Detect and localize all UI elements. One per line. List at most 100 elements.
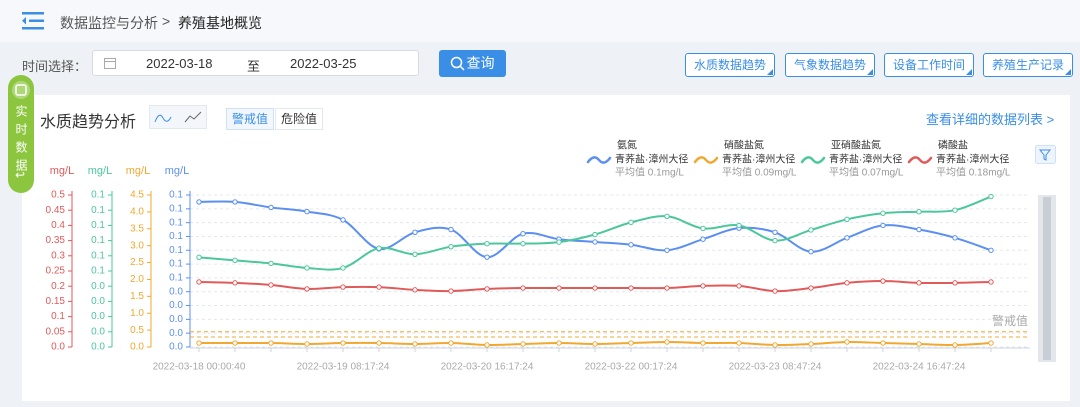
data-point — [916, 280, 922, 286]
range-separator: 至 — [247, 59, 261, 74]
date-range[interactable] — [92, 50, 419, 76]
tab-button[interactable]: 气象数据趋势 — [785, 53, 875, 77]
data-point — [808, 248, 814, 255]
data-point — [304, 208, 310, 215]
y-tick-label: 0.5 — [51, 190, 65, 201]
legend-site: 青荞盐·漳州大径 — [936, 153, 1009, 166]
data-point — [628, 219, 634, 226]
data-point — [916, 209, 922, 215]
y-tick-label: 0.1 — [169, 231, 183, 242]
toggle-button[interactable]: 危险值 — [275, 108, 324, 130]
top-bar — [0, 0, 1080, 42]
data-point — [952, 342, 958, 348]
data-point — [844, 235, 850, 241]
tab-button[interactable]: 水质数据趋势 — [685, 53, 775, 77]
breadcrumb-separator: > — [162, 13, 171, 29]
y-tick-label: 0.0 — [169, 314, 183, 325]
data-point — [700, 236, 706, 242]
y-tick-label: 0.1 — [91, 250, 105, 261]
filter-label: 时间选择： — [22, 59, 88, 74]
data-point — [268, 260, 274, 267]
data-point — [988, 247, 994, 253]
data-point — [988, 279, 994, 285]
x-tick-label: 2022-03-22 00:17:24 — [585, 362, 678, 373]
data-point — [628, 285, 634, 291]
breadcrumb-item[interactable]: 数据监控与分析 — [60, 15, 158, 31]
data-point — [880, 278, 886, 284]
data-point — [484, 342, 490, 348]
y-tick-label: 4.0 — [130, 207, 144, 218]
menu-icon[interactable] — [22, 12, 44, 30]
data-point — [484, 254, 490, 260]
data-point — [988, 193, 994, 200]
legend-site: 青荞盐·漳州大径 — [615, 153, 688, 166]
data-point — [340, 340, 346, 346]
x-tick-label: 2022-03-24 16:47:24 — [873, 362, 966, 373]
data-point — [484, 240, 490, 247]
side-tab-arrow: ↩ — [15, 168, 26, 182]
data-point — [520, 240, 526, 247]
y-tick-label: 0.3 — [51, 250, 65, 261]
y-tick-label: 0.2 — [51, 281, 65, 292]
data-point — [232, 340, 238, 346]
data-point — [268, 204, 274, 211]
side-tab-icon — [12, 81, 30, 99]
filter-icon[interactable] — [1035, 145, 1056, 164]
zoom-handle[interactable] — [1043, 197, 1051, 360]
data-point — [844, 216, 850, 223]
data-point — [196, 279, 202, 285]
toggle-button[interactable]: 警戒值 — [226, 108, 275, 130]
axis-unit: mg/L — [88, 165, 112, 177]
detail-link[interactable]: 查看详细的数据列表 > — [926, 112, 1055, 127]
chart-panel — [22, 95, 1070, 401]
data-point — [628, 242, 634, 248]
y-tick-label: 0.0 — [169, 300, 183, 311]
data-point — [556, 239, 562, 245]
data-point — [916, 341, 922, 347]
end-date[interactable]: 2022-03-25 — [290, 56, 357, 71]
data-point — [772, 237, 778, 244]
y-tick-label: 0.1 — [169, 245, 183, 256]
chart-type-switch[interactable] — [149, 105, 207, 129]
legend-site: 青荞盐·漳州大径 — [722, 153, 795, 166]
y-tick-label: 0.0 — [130, 342, 144, 353]
data-point — [952, 207, 958, 213]
data-point — [340, 284, 346, 290]
tab-button[interactable]: 设备工作时间 — [884, 53, 974, 77]
warning-label: 警戒值 — [992, 313, 1028, 328]
y-tick-label: 0.0 — [169, 286, 183, 297]
data-point — [880, 340, 886, 346]
legend-swatch — [800, 156, 826, 164]
start-date[interactable]: 2022-03-18 — [146, 56, 213, 71]
y-tick-label: 0.35 — [46, 235, 66, 246]
legend-name: 硝酸盐氮 — [724, 139, 764, 152]
data-point — [556, 285, 562, 291]
detail-link-text[interactable]: 查看详细的数据列表 — [926, 112, 1044, 127]
data-point — [448, 243, 454, 250]
data-point — [772, 288, 778, 294]
data-point — [916, 226, 922, 233]
y-tick-label: 0.1 — [169, 217, 183, 228]
search-icon — [450, 56, 465, 71]
tab-button[interactable]: 养殖生产记录 — [983, 53, 1073, 77]
y-tick-label: 0.1 — [91, 235, 105, 246]
axis-unit: mg/L — [126, 165, 150, 177]
y-tick-label: 1.0 — [130, 308, 144, 319]
data-point — [376, 245, 382, 251]
data-point — [232, 199, 238, 205]
data-point — [952, 280, 958, 286]
data-point — [412, 287, 418, 293]
query-button[interactable]: 查询 — [439, 50, 506, 77]
data-point — [664, 339, 670, 345]
data-point — [700, 340, 706, 346]
data-point — [448, 340, 454, 346]
data-point — [412, 341, 418, 347]
data-point — [268, 282, 274, 288]
y-tick-label: 0.1 — [169, 259, 183, 270]
y-tick-label: 2.5 — [130, 257, 144, 268]
series-line — [198, 200, 992, 259]
data-point — [664, 213, 670, 219]
data-point — [808, 285, 814, 291]
data-point — [592, 341, 598, 347]
